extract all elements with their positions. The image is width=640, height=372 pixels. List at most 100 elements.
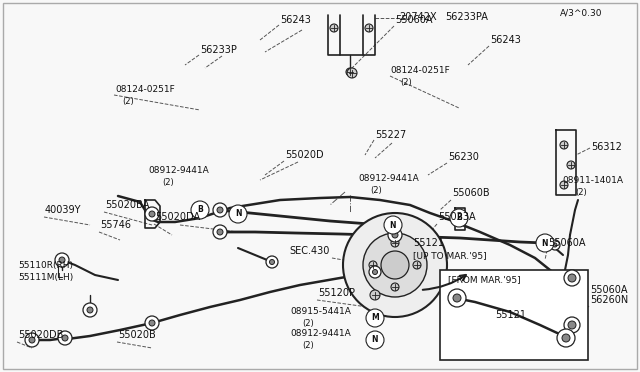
Circle shape	[366, 331, 384, 349]
Text: 40039Y: 40039Y	[45, 205, 81, 215]
Circle shape	[542, 240, 548, 246]
Circle shape	[145, 316, 159, 330]
Text: 08124-0251F: 08124-0251F	[390, 66, 450, 75]
Circle shape	[553, 243, 557, 247]
Circle shape	[392, 232, 398, 238]
Circle shape	[55, 253, 69, 267]
Text: 55020D: 55020D	[285, 150, 324, 160]
Circle shape	[145, 207, 159, 221]
Text: 55020DA: 55020DA	[155, 212, 200, 222]
Text: SEC.430: SEC.430	[290, 246, 330, 256]
Circle shape	[149, 320, 155, 326]
Circle shape	[87, 307, 93, 313]
Text: 56243: 56243	[490, 35, 521, 45]
Text: 56233PA: 56233PA	[445, 12, 488, 22]
Text: 08912-9441A: 08912-9441A	[148, 166, 209, 175]
Circle shape	[235, 209, 245, 219]
Text: [UP TO MAR.'95]: [UP TO MAR.'95]	[413, 251, 486, 260]
Text: 56243: 56243	[280, 15, 311, 25]
Circle shape	[550, 240, 560, 250]
Circle shape	[217, 229, 223, 235]
Text: 55746: 55746	[100, 220, 131, 230]
Text: 55060A: 55060A	[395, 15, 433, 25]
Text: 56260N: 56260N	[590, 295, 628, 305]
Circle shape	[369, 266, 381, 278]
Circle shape	[149, 211, 155, 217]
Circle shape	[560, 181, 568, 189]
Text: B: B	[456, 214, 462, 222]
Circle shape	[450, 209, 468, 227]
Text: B: B	[197, 205, 203, 215]
Text: 08912-9441A: 08912-9441A	[290, 329, 351, 338]
Circle shape	[567, 161, 575, 169]
Text: [FROM MAR.'95]: [FROM MAR.'95]	[448, 275, 520, 284]
Text: 55060B: 55060B	[452, 188, 490, 198]
Circle shape	[370, 335, 380, 345]
Circle shape	[391, 239, 399, 247]
Circle shape	[564, 270, 580, 286]
Circle shape	[370, 290, 380, 300]
Text: (2): (2)	[162, 178, 173, 187]
Circle shape	[59, 257, 65, 263]
Circle shape	[388, 228, 402, 242]
Circle shape	[213, 203, 227, 217]
Circle shape	[369, 261, 377, 269]
Text: (2): (2)	[122, 97, 134, 106]
Circle shape	[347, 68, 357, 78]
Circle shape	[562, 334, 570, 342]
Circle shape	[83, 303, 97, 317]
Circle shape	[363, 233, 427, 297]
Circle shape	[330, 24, 338, 32]
Text: 55023A: 55023A	[438, 212, 476, 222]
Circle shape	[413, 261, 421, 269]
Text: (2): (2)	[302, 341, 314, 350]
Circle shape	[557, 329, 575, 347]
Circle shape	[388, 220, 398, 230]
Circle shape	[365, 24, 373, 32]
Text: N: N	[390, 221, 396, 230]
Text: 55120P: 55120P	[318, 288, 355, 298]
Circle shape	[453, 294, 461, 302]
Circle shape	[370, 315, 380, 325]
Circle shape	[381, 251, 409, 279]
Circle shape	[372, 269, 378, 275]
Circle shape	[568, 274, 576, 282]
Text: 55121: 55121	[495, 310, 526, 320]
Text: 55060A: 55060A	[548, 238, 586, 248]
Circle shape	[538, 236, 552, 250]
Bar	[440, 270, 588, 360]
Text: 08915-5441A: 08915-5441A	[290, 307, 351, 316]
Text: 56230: 56230	[448, 152, 479, 162]
Text: N: N	[541, 238, 548, 247]
Circle shape	[540, 238, 550, 248]
Text: 56233P: 56233P	[200, 45, 237, 55]
Text: N: N	[372, 336, 378, 344]
Text: M: M	[371, 314, 379, 323]
Circle shape	[384, 216, 402, 234]
Circle shape	[195, 205, 205, 215]
Text: 55227: 55227	[375, 130, 406, 140]
Circle shape	[191, 201, 209, 219]
Text: 55060A: 55060A	[590, 285, 627, 295]
Text: 55020DB: 55020DB	[18, 330, 63, 340]
Circle shape	[457, 216, 463, 222]
Circle shape	[266, 256, 278, 268]
Text: 55110R(RH): 55110R(RH)	[18, 261, 73, 270]
Text: 55020B: 55020B	[118, 330, 156, 340]
Text: (2): (2)	[302, 319, 314, 328]
Circle shape	[564, 317, 580, 333]
Text: 55020BA: 55020BA	[105, 200, 149, 210]
Text: 20742X: 20742X	[399, 12, 436, 22]
Circle shape	[448, 289, 466, 307]
Circle shape	[391, 283, 399, 291]
Circle shape	[536, 234, 554, 252]
Text: (2): (2)	[370, 186, 381, 195]
Circle shape	[346, 68, 354, 76]
Text: (2): (2)	[400, 78, 412, 87]
Circle shape	[560, 141, 568, 149]
Circle shape	[269, 260, 275, 264]
Text: (2): (2)	[575, 188, 587, 197]
Text: 55121: 55121	[413, 238, 444, 248]
Circle shape	[229, 205, 247, 223]
Circle shape	[455, 215, 465, 225]
